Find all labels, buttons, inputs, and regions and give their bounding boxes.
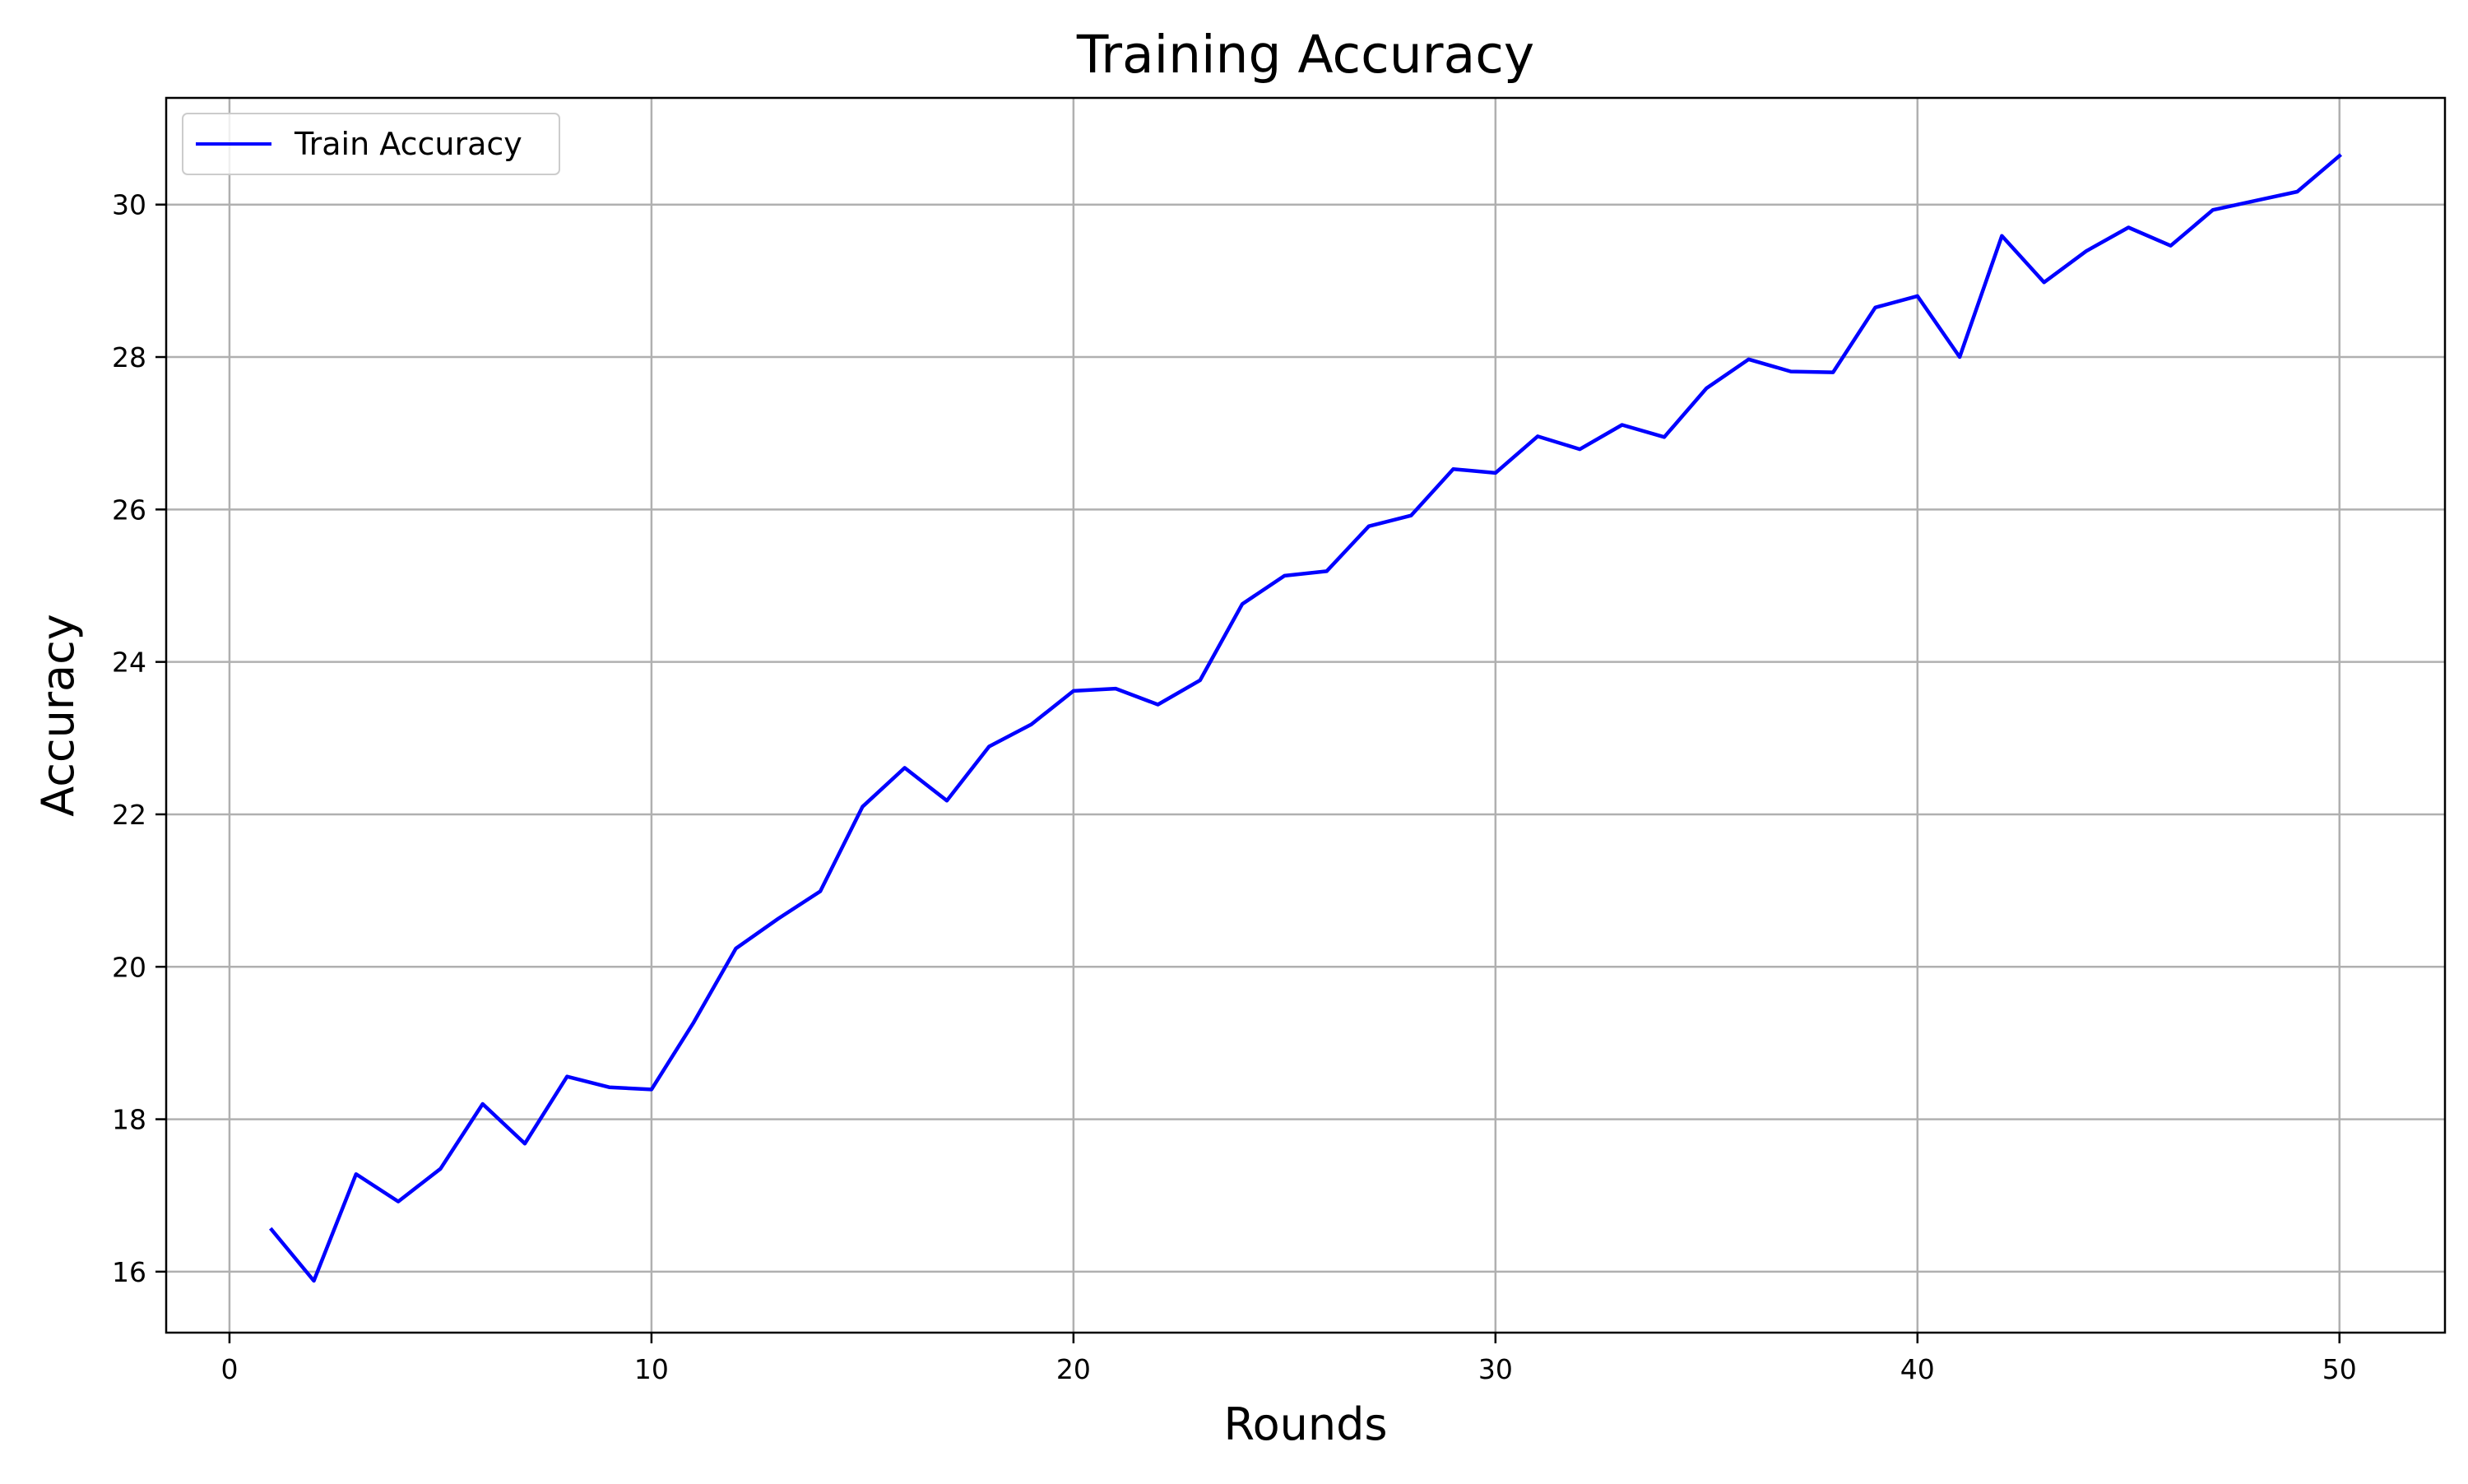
plot-area-frame	[165, 96, 2447, 1334]
data-point	[2170, 245, 2171, 246]
data-point	[2212, 210, 2213, 211]
data-point	[271, 1229, 272, 1230]
data-point	[2128, 227, 2129, 228]
data-point	[398, 1201, 399, 1202]
x-tick-label: 20	[1056, 1353, 1091, 1385]
data-point	[2086, 251, 2087, 252]
grid-lines	[166, 98, 2445, 1333]
data-point	[1326, 571, 1327, 572]
y-tick-label: 18	[112, 1104, 146, 1136]
axis-ticks: 0 10 20 30 40 50 16 18 20 22 24 26 28 30	[112, 189, 2357, 1385]
data-point	[440, 1168, 441, 1169]
data-point	[1453, 469, 1454, 470]
data-point	[482, 1104, 483, 1105]
data-point	[862, 806, 863, 807]
y-tick-label: 26	[112, 494, 146, 526]
data-point	[1199, 679, 1200, 680]
data-point	[1833, 372, 1834, 373]
data-point	[1242, 604, 1243, 605]
y-tick-label: 16	[112, 1256, 146, 1288]
data-point	[2255, 201, 2256, 202]
x-axis-label: Rounds	[1224, 1398, 1388, 1450]
data-point	[1073, 690, 1074, 691]
data-point	[1284, 575, 1285, 576]
data-point	[989, 746, 990, 747]
series-line-train-accuracy	[269, 153, 2342, 1283]
data-point	[735, 948, 736, 949]
y-tick-label: 28	[112, 341, 146, 373]
x-tick-label: 10	[634, 1353, 669, 1385]
data-point	[777, 918, 778, 919]
y-tick-label: 22	[112, 799, 146, 831]
data-point	[567, 1076, 568, 1077]
series-layer	[269, 153, 2342, 1283]
legend: Train Accuracy	[182, 113, 560, 175]
data-point	[1621, 424, 1622, 425]
data-point	[947, 800, 948, 801]
data-point	[1875, 307, 1876, 308]
data-point	[1411, 515, 1412, 516]
y-tick-label: 20	[112, 951, 146, 983]
chart-title: Training Accuracy	[1076, 25, 1534, 85]
y-tick-label: 24	[112, 647, 146, 679]
data-point	[1495, 472, 1496, 473]
data-point	[651, 1089, 652, 1090]
legend-box	[182, 113, 560, 175]
data-point	[313, 1281, 314, 1282]
x-tick-label: 50	[2322, 1353, 2357, 1385]
x-tick-label: 30	[1478, 1353, 1513, 1385]
data-point	[2339, 155, 2340, 156]
x-tick-label: 0	[220, 1353, 238, 1385]
x-tick-label: 40	[1900, 1353, 1935, 1385]
data-point	[1157, 704, 1158, 705]
data-point	[525, 1143, 526, 1144]
data-point	[1917, 295, 1918, 296]
data-point	[1031, 724, 1032, 725]
y-axis-label: Accuracy	[32, 614, 84, 817]
legend-label-train-accuracy: Train Accuracy	[294, 126, 522, 162]
data-point	[355, 1174, 356, 1175]
y-tick-label: 30	[112, 189, 146, 221]
data-point	[1706, 388, 1707, 389]
data-point	[1790, 371, 1791, 372]
data-point	[1664, 437, 1665, 438]
data-point	[820, 891, 821, 892]
